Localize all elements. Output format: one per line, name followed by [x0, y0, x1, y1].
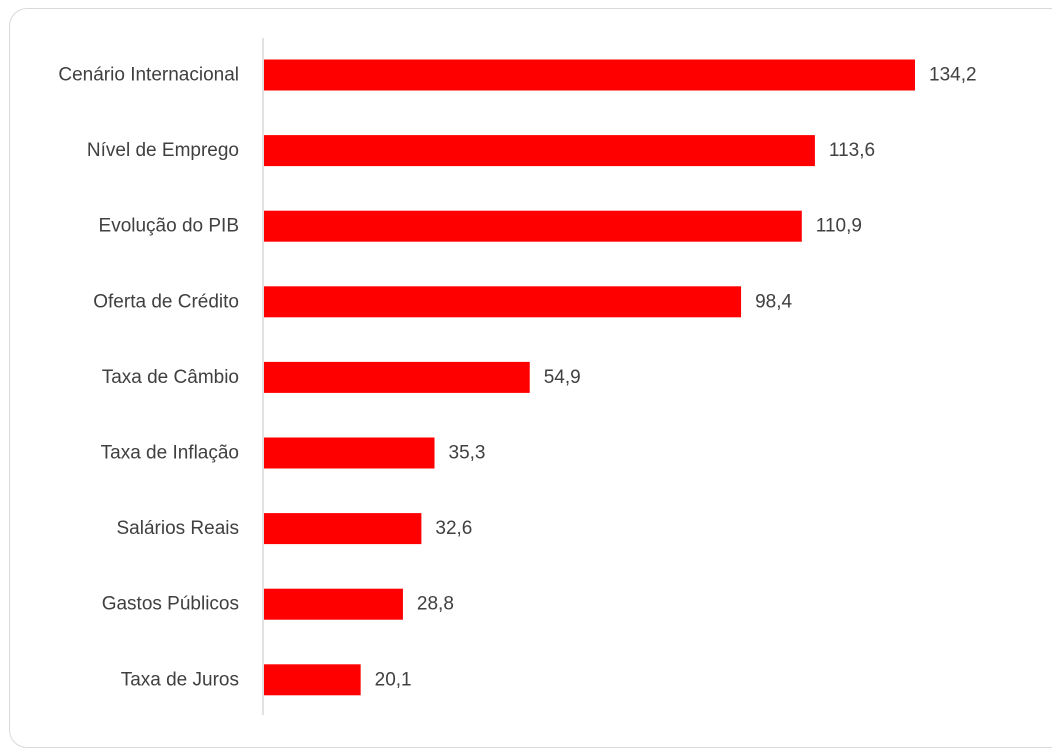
- value-label: 28,8: [417, 594, 454, 615]
- category-label: Oferta de Crédito: [93, 291, 239, 312]
- value-label: 54,9: [544, 367, 581, 388]
- value-label: 98,4: [755, 291, 792, 312]
- category-label: Taxa de Câmbio: [102, 367, 239, 388]
- category-label: Evolução do PIB: [99, 216, 239, 237]
- value-label: 113,6: [829, 140, 875, 161]
- chart-frame: [9, 8, 1052, 748]
- value-label: 32,6: [435, 518, 472, 539]
- bar: [264, 286, 742, 318]
- bar: [264, 135, 815, 167]
- bar: [264, 664, 361, 696]
- category-label: Taxa de Juros: [121, 669, 239, 690]
- bar: [264, 210, 802, 242]
- value-label: 20,1: [375, 669, 412, 690]
- bar: [264, 588, 403, 620]
- bar-chart: Cenário Internacional 134,2 Nível de Empre…: [58, 38, 977, 715]
- bar: [264, 59, 915, 91]
- bar: [264, 361, 530, 393]
- category-label: Gastos Públicos: [102, 594, 239, 615]
- category-label: Cenário Internacional: [58, 65, 239, 86]
- category-label: Nível de Emprego: [87, 140, 239, 161]
- category-label: Salários Reais: [117, 518, 240, 539]
- value-label: 35,3: [449, 443, 486, 464]
- value-label: 110,9: [816, 216, 862, 237]
- bar: [264, 437, 435, 469]
- value-label: 134,2: [929, 65, 977, 86]
- category-label: Taxa de Inflação: [101, 443, 239, 464]
- bar: [264, 513, 422, 545]
